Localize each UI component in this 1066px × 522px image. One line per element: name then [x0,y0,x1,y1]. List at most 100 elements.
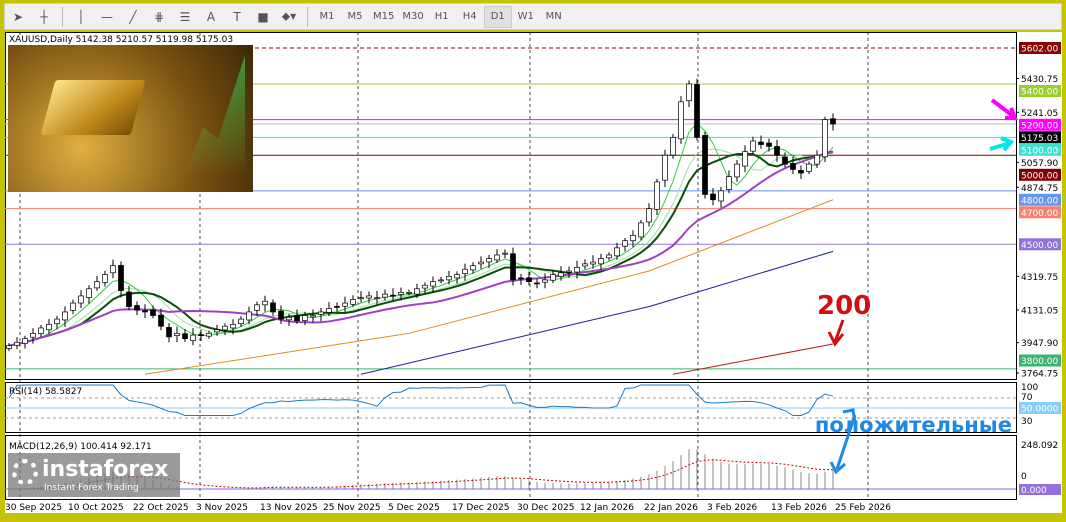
horizontal-line-tool-button[interactable]: — [94,6,120,28]
candle [294,315,300,322]
rectangle-tool-button[interactable]: ■ [250,6,276,28]
gold-image [8,45,253,192]
timeframe-D1[interactable]: D1 [483,5,512,28]
timeframe-M1[interactable]: M1 [319,11,335,22]
label-tool-button[interactable]: T [224,6,250,28]
date-label: 22 Oct 2025 [133,503,189,513]
candle [782,156,788,165]
candle [78,295,84,304]
date-label: 25 Nov 2025 [323,503,381,513]
date-label: 12 Jan 2026 [580,503,634,513]
ma200-annotation: 200 [817,291,871,321]
candle [406,292,412,294]
price-tick: 3764.75 [1021,370,1058,380]
candle [454,274,460,279]
candle [190,334,196,341]
trendline-tool-button[interactable]: ╱ [120,6,146,28]
vertical-line-icon: │ [77,9,85,24]
crosshair-icon: ┼ [40,9,48,24]
candle [318,311,324,315]
timeframe-MN[interactable]: MN [545,11,562,22]
candle [270,302,276,313]
text-tool-button[interactable]: A [198,6,224,28]
horizontal-line-icon: — [101,9,113,24]
level-label-bg [1019,238,1061,251]
fibo-fan-tool-button[interactable]: ☰ [172,6,198,28]
arrows-tool-button[interactable]: ⬥▾ [276,6,302,28]
timeframe-W1[interactable]: W1 [517,11,534,22]
chart-window[interactable]: 5602.00 5430.75 5400.00 5241.05 5200.00 5175.… [5,32,1062,513]
candle [598,258,604,265]
candle [654,181,660,210]
level-label: 5100.00 [1021,146,1058,156]
candle [206,332,212,337]
candle [174,332,180,336]
candle [342,302,348,307]
timeframe-H4[interactable]: H4 [462,11,477,22]
timeframe-M15[interactable]: M15 [373,11,395,22]
price-tick: 4874.75 [1021,184,1058,194]
date-label: 13 Nov 2025 [260,503,318,513]
level-label-bg [1019,84,1061,97]
date-label: 10 Oct 2025 [68,503,124,513]
candle [46,324,52,331]
candle [118,265,124,291]
candle [590,261,596,265]
candle [678,101,684,140]
timeframe-M5[interactable]: M5 [347,11,363,22]
rectangle-icon: ■ [257,9,269,24]
candle [630,235,636,242]
candle [246,311,252,321]
candle [366,295,372,299]
candle [670,137,676,156]
candle [574,267,580,273]
level-label-bg [1019,193,1061,206]
cursor-tool-button[interactable]: ➤ [5,6,31,28]
ma-line-21 [8,151,834,347]
candle [278,310,284,320]
cursor-icon: ➤ [12,9,24,24]
rsi-level-label: 70 [1021,393,1033,403]
candle [38,327,44,334]
candle [750,140,756,152]
date-label: 3 Nov 2025 [196,503,248,513]
candle [806,163,812,172]
candle [766,142,772,147]
timeframe-M30[interactable]: M30 [402,11,424,22]
candle [6,345,12,349]
candle [302,315,308,322]
macd-signal-line [8,459,834,490]
candle [830,118,836,125]
crosshair-tool-button[interactable]: ┼ [31,6,57,28]
logo-tagline: Instant Forex Trading [44,483,139,493]
candle [14,341,20,346]
price-tick: 5430.75 [1021,75,1058,85]
candle [334,306,340,308]
fibonacci-tool-button[interactable]: ⋕ [146,6,172,28]
macd-label: MACD(12,26,9) 100.414 92.171 [9,442,152,452]
candle [422,284,428,289]
price-tick: 5057.90 [1021,159,1058,169]
toolbar: ➤ ┼ │ — ╱ ⋕ ☰ A T ■ ⬥▾ M1 M5 M15 M30 H1 H4 D1 W1 MN [4,3,1062,30]
instaforex-logo: instaforex Instant Forex Trading [8,453,180,497]
candle [662,154,668,181]
level-label: 3800.00 [1021,357,1058,367]
date-label: 13 Feb 2026 [771,503,827,513]
candle [382,293,388,298]
candle [438,279,444,282]
candle [502,252,508,255]
main-pane [5,32,1017,380]
candle [54,318,60,325]
price-tick: 4319.75 [1021,273,1058,283]
level-label: 5200.00 [1021,121,1058,131]
rsi-level-label: 30 [1021,417,1033,427]
level-label-bg [1019,42,1061,54]
vertical-line-tool-button[interactable]: │ [68,6,94,28]
candle [758,141,764,145]
logo-mark-icon [12,459,38,485]
timeframe-H1[interactable]: H1 [434,11,449,22]
candle [102,274,108,283]
blue-arrow-icon [829,408,857,475]
candle [734,163,740,178]
current-price-label-bg [1019,131,1061,144]
